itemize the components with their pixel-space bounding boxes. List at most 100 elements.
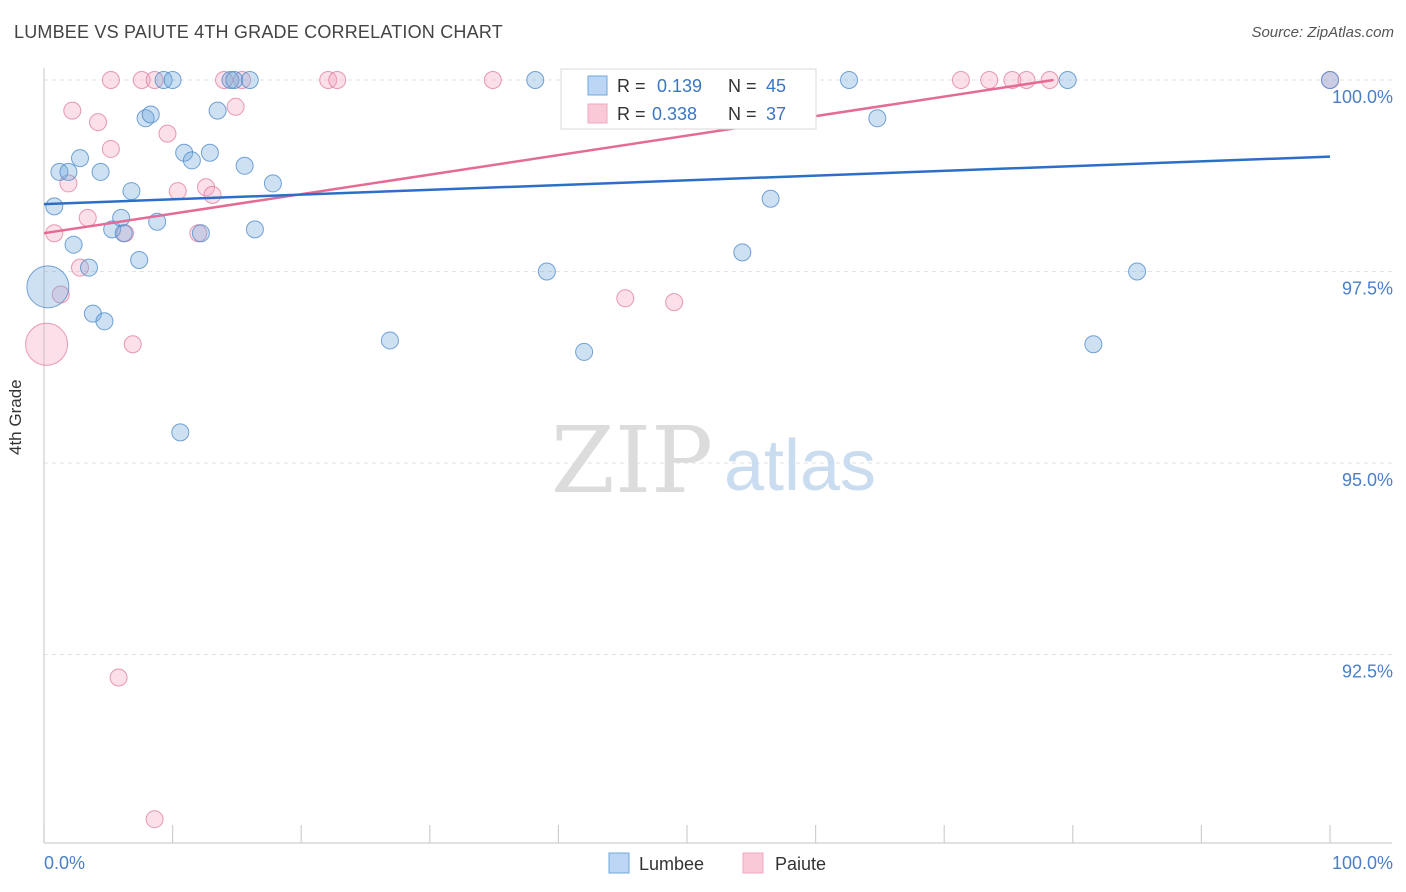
y-tick-label-3: 92.5% (1342, 662, 1393, 682)
lumbee-point-40 (1058, 71, 1077, 89)
paiute-point-26 (616, 289, 635, 308)
paiute-point-16 (168, 182, 187, 201)
paiute-point-28 (665, 293, 684, 312)
lumbee-point-19 (163, 71, 182, 89)
paiute-point-8 (101, 139, 120, 158)
lumbee-point-21 (175, 143, 194, 162)
paiute-n-value: 37 (766, 104, 786, 124)
legend-paiute-swatch (742, 852, 764, 874)
lumbee-point-30 (225, 71, 244, 89)
lumbee-point-22 (182, 151, 201, 170)
paiute-point-35 (145, 810, 164, 829)
y-tick-label-0: 100.0% (1332, 87, 1393, 107)
y-tick-label-2: 95.0% (1342, 470, 1393, 490)
paiute-r-label: R = (617, 104, 646, 124)
paiute-point-29 (951, 71, 970, 89)
lumbee-point-36 (733, 243, 752, 262)
lumbee-points (26, 71, 1339, 442)
legend-lumbee-label: Lumbee (639, 854, 704, 874)
lumbee-point-0 (26, 265, 70, 309)
stats-legend: R = 0.139 N = 45 R = 0.338 N = 37 (560, 68, 817, 130)
lumbee-point-43 (1321, 71, 1339, 89)
watermark-atlas: atlas (724, 426, 876, 506)
paiute-point-5 (71, 258, 90, 277)
lumbee-point-37 (761, 189, 780, 208)
paiute-point-4 (63, 101, 82, 120)
source-label: Source: ZipAtlas.com (1251, 24, 1394, 41)
lumbee-point-14 (130, 251, 149, 270)
lumbee-point-11 (112, 208, 131, 227)
paiute-point-10 (109, 668, 128, 687)
paiute-point-7 (89, 113, 108, 132)
trend-lines (43, 78, 1331, 235)
lumbee-point-31 (380, 331, 399, 350)
lumbee-point-4 (64, 235, 83, 254)
paiute-point-14 (145, 71, 164, 89)
lumbee-point-44 (240, 71, 259, 89)
lumbee-point-23 (191, 224, 210, 243)
paiute-point-21 (226, 97, 245, 116)
axes (43, 68, 1392, 844)
lumbee-point-12 (114, 224, 133, 243)
lumbee-point-1 (45, 197, 64, 216)
paiute-point-20 (215, 71, 234, 89)
lumbee-point-24 (200, 143, 219, 162)
paiute-point-0 (25, 322, 69, 366)
legend-paiute-label: Paiute (775, 854, 826, 874)
lumbee-point-5 (71, 149, 90, 168)
lumbee-point-6 (80, 258, 99, 277)
lumbee-point-28 (245, 220, 264, 239)
legend-lumbee-swatch (608, 852, 630, 874)
watermark: ZIP atlas (551, 407, 876, 514)
paiute-point-24 (328, 71, 347, 89)
lumbee-point-41 (1084, 335, 1103, 354)
lumbee-point-9 (95, 312, 114, 331)
x-tick-label-1: 100.0% (1332, 853, 1393, 873)
lumbee-r-value: 0.139 (657, 76, 702, 96)
paiute-point-13 (132, 71, 151, 89)
lumbee-point-33 (537, 262, 556, 281)
paiute-trend-line (43, 78, 1054, 235)
lumbee-point-16 (141, 105, 160, 124)
lumbee-point-29 (263, 174, 282, 193)
lumbee-point-34 (575, 342, 594, 361)
lumbee-point-26 (221, 71, 240, 89)
y-tick-label-1: 97.5% (1342, 279, 1393, 299)
chart-title: LUMBEE VS PAIUTE 4TH GRADE CORRELATION C… (14, 22, 503, 42)
paiute-point-18 (197, 178, 216, 197)
watermark-zip: ZIP (551, 407, 713, 514)
paiute-point-23 (319, 71, 338, 89)
paiute-point-15 (158, 124, 177, 143)
paiute-point-25 (483, 71, 502, 89)
lumbee-point-42 (1128, 262, 1147, 281)
paiute-r-value: 0.338 (652, 104, 697, 124)
lumbee-point-20 (171, 423, 190, 442)
lumbee-n-label: N = (728, 76, 757, 96)
x-tick-label-0: 0.0% (44, 853, 85, 873)
lumbee-point-8 (91, 162, 110, 181)
series-legend: Lumbee Paiute (608, 852, 826, 874)
paiute-point-9 (101, 71, 120, 89)
lumbee-point-27 (235, 156, 254, 175)
lumbee-point-3 (59, 162, 78, 181)
lumbee-point-18 (154, 71, 173, 89)
paiute-point-12 (123, 335, 142, 354)
lumbee-point-32 (526, 71, 545, 89)
lumbee-r-label: R = (617, 76, 646, 96)
lumbee-swatch (587, 75, 608, 96)
lumbee-trend-line (43, 155, 1331, 206)
paiute-swatch (587, 103, 608, 124)
paiute-n-label: N = (728, 104, 757, 124)
paiute-point-30 (980, 71, 999, 89)
paiute-point-19 (203, 185, 222, 204)
paiute-point-31 (1003, 71, 1022, 89)
lumbee-point-38 (840, 71, 859, 89)
lumbee-point-2 (50, 162, 69, 181)
tick-labels: 100.0% 97.5% 95.0% 92.5% 0.0% 100.0% (44, 87, 1393, 873)
lumbee-n-value: 45 (766, 76, 786, 96)
lumbee-point-25 (208, 101, 227, 120)
lumbee-point-13 (122, 182, 141, 201)
lumbee-point-39 (868, 109, 887, 128)
paiute-point-6 (78, 208, 97, 227)
